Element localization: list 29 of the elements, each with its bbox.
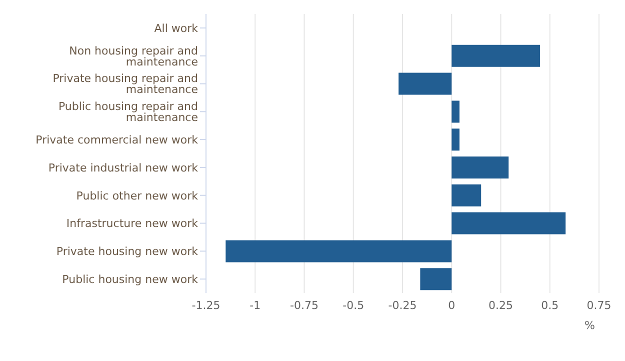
y-tick-label: Private commercial new work [36, 133, 199, 146]
bar [452, 128, 460, 151]
y-tick-label: Public housing repair and maintenance [58, 100, 198, 124]
y-tick-label: Infrastructure new work [66, 217, 199, 230]
x-tick-label: 0.25 [488, 298, 513, 312]
x-tick-label: -1.25 [192, 298, 220, 312]
bar [452, 212, 566, 234]
x-axis-title: % [584, 319, 595, 332]
x-tick-label: 0.5 [541, 298, 559, 312]
bar [452, 100, 460, 123]
bar [452, 44, 540, 67]
x-tick-label: -1 [250, 298, 261, 312]
x-tick-label: -0.75 [290, 298, 318, 312]
x-tick-label: -0.25 [388, 298, 417, 312]
y-tick-label: Public other new work [76, 189, 199, 202]
y-tick-label: Private industrial new work [48, 161, 199, 174]
x-tick-label: -0.5 [342, 298, 364, 312]
x-tick-label: 0.75 [586, 298, 612, 312]
y-tick-label: Public housing new work [62, 272, 199, 286]
y-tick-label: Private housing repair and maintenance [52, 72, 198, 96]
x-tick-label: 0 [448, 298, 456, 312]
bar [226, 240, 452, 262]
y-tick-label: Non housing repair and maintenance [69, 44, 198, 68]
y-tick-label: All work [154, 22, 199, 35]
y-tick-label: Private housing new work [56, 245, 199, 258]
bar [452, 156, 509, 178]
bar [452, 184, 482, 206]
bar [420, 268, 452, 290]
bar [398, 72, 452, 95]
